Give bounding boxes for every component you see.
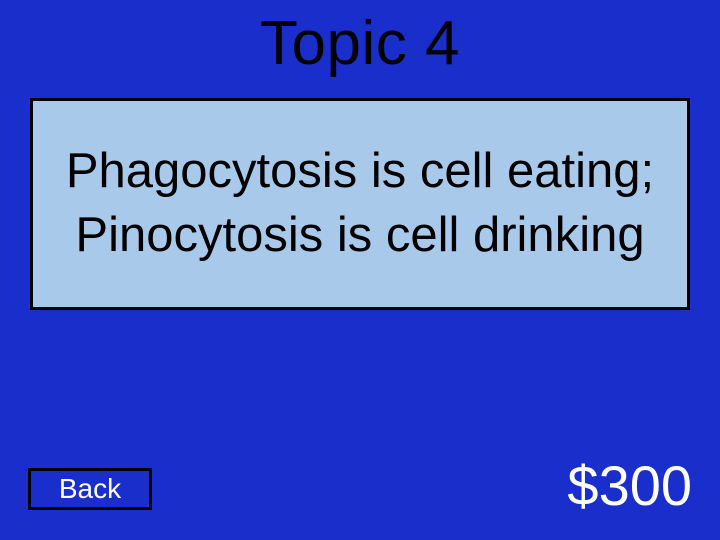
answer-box: Phagocytosis is cell eating; Pinocytosis…	[30, 98, 690, 310]
back-button[interactable]: Back	[28, 468, 152, 510]
answer-text: Phagocytosis is cell eating; Pinocytosis…	[53, 140, 667, 267]
price-value: $300	[567, 453, 692, 518]
topic-title: Topic 4	[0, 0, 720, 79]
